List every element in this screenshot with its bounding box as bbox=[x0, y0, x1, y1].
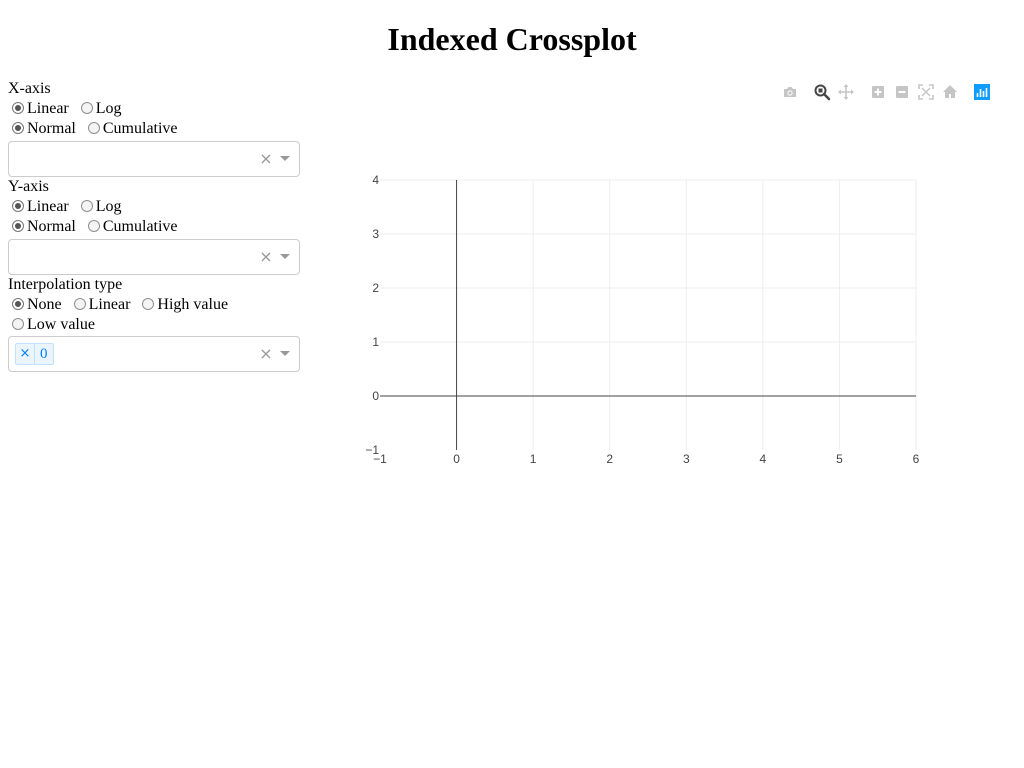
remove-tag-icon[interactable]: × bbox=[16, 344, 35, 364]
interpolation-linear-option[interactable]: Linear bbox=[70, 295, 131, 315]
x-axis-label: X-axis bbox=[8, 80, 51, 97]
radio-unchecked-icon[interactable] bbox=[142, 298, 155, 310]
radio-label: Linear bbox=[88, 296, 131, 313]
x-axis-mode-radio-group: Normal Cumulative bbox=[8, 119, 300, 139]
radio-label: Linear bbox=[27, 198, 69, 215]
autoscale-button[interactable] bbox=[916, 82, 936, 102]
clear-icon[interactable]: × bbox=[259, 247, 273, 266]
x-tick-label: 5 bbox=[836, 452, 843, 466]
y-tick-label: −1 bbox=[365, 443, 379, 457]
x-tick-label: 0 bbox=[453, 452, 460, 466]
radio-label: Normal bbox=[27, 218, 76, 235]
camera-icon bbox=[784, 87, 796, 97]
interpolation-radio-group-row2: Low value bbox=[8, 315, 300, 335]
x-axis-mode-normal-option[interactable]: Normal bbox=[8, 119, 76, 139]
radio-unchecked-icon[interactable] bbox=[12, 318, 24, 330]
y-axis-scale-log-option[interactable]: Log bbox=[77, 197, 122, 217]
x-tick-label: −1 bbox=[373, 452, 387, 466]
interpolation-index-multiselect[interactable]: × 0 × bbox=[8, 336, 300, 372]
radio-unchecked-icon[interactable] bbox=[80, 200, 93, 212]
radio-unchecked-icon[interactable] bbox=[73, 298, 86, 310]
y-tick-label: 3 bbox=[372, 227, 379, 241]
radio-label: None bbox=[27, 296, 62, 313]
interpolation-radio-group: None Linear High value bbox=[8, 295, 300, 315]
y-tick-label: 0 bbox=[372, 389, 379, 403]
radio-label: Normal bbox=[27, 120, 76, 137]
plotly-logo-icon bbox=[974, 84, 990, 100]
y-axis-label: Y-axis bbox=[8, 178, 49, 195]
radio-checked-icon[interactable] bbox=[12, 122, 24, 134]
chart-ticks: −1 0 1 2 3 4 5 6 −1 0 1 2 3 4 bbox=[365, 173, 919, 466]
pan-button[interactable] bbox=[836, 82, 856, 102]
x-axis-variable-dropdown[interactable]: × bbox=[8, 141, 300, 177]
chevron-down-icon[interactable] bbox=[280, 254, 290, 259]
pan-icon bbox=[838, 84, 854, 100]
radio-checked-icon[interactable] bbox=[12, 200, 24, 212]
controls-panel: X-axis Linear Log Normal Cumulative × Y-… bbox=[8, 79, 300, 372]
y-tick-label: 4 bbox=[372, 173, 379, 187]
radio-checked-icon[interactable] bbox=[12, 220, 24, 232]
plotly-logo-button[interactable] bbox=[972, 82, 992, 102]
interpolation-high-value-option[interactable]: High value bbox=[138, 295, 228, 315]
interpolation-type-label: Interpolation type bbox=[8, 276, 123, 293]
radio-label: Log bbox=[95, 100, 122, 117]
y-axis-mode-cumulative-option[interactable]: Cumulative bbox=[84, 217, 178, 237]
x-tick-label: 1 bbox=[530, 452, 537, 466]
autoscale-icon bbox=[918, 84, 934, 100]
zoom-button[interactable] bbox=[812, 82, 832, 102]
home-icon bbox=[943, 85, 957, 98]
radio-label: Cumulative bbox=[102, 218, 178, 235]
radio-label: Linear bbox=[27, 100, 69, 117]
y-axis-scale-radio-group: Linear Log bbox=[8, 197, 300, 217]
y-tick-label: 1 bbox=[372, 335, 379, 349]
chart-zerolines bbox=[380, 180, 916, 450]
y-axis-variable-dropdown[interactable]: × bbox=[8, 239, 300, 275]
x-axis-scale-linear-option[interactable]: Linear bbox=[8, 99, 69, 119]
page-title: Indexed Crossplot bbox=[387, 21, 637, 57]
radio-label: Log bbox=[95, 198, 122, 215]
reset-axes-button[interactable] bbox=[940, 82, 960, 102]
zoom-in-icon bbox=[872, 86, 884, 98]
radio-checked-icon[interactable] bbox=[12, 102, 24, 114]
camera-button[interactable] bbox=[780, 82, 800, 102]
chevron-down-icon[interactable] bbox=[280, 351, 290, 356]
y-tick-label: 2 bbox=[372, 281, 379, 295]
zoom-out-button[interactable] bbox=[892, 82, 912, 102]
radio-unchecked-icon[interactable] bbox=[80, 102, 93, 114]
radio-unchecked-icon[interactable] bbox=[87, 122, 100, 134]
radio-label: Low value bbox=[27, 316, 95, 333]
radio-label: Cumulative bbox=[102, 120, 178, 137]
radio-checked-icon[interactable] bbox=[12, 298, 24, 310]
clear-icon[interactable]: × bbox=[259, 344, 273, 363]
tag-label: 0 bbox=[40, 346, 48, 362]
y-axis-mode-radio-group: Normal Cumulative bbox=[8, 217, 300, 237]
interpolation-none-option[interactable]: None bbox=[8, 295, 62, 315]
x-tick-label: 6 bbox=[913, 452, 920, 466]
x-axis-scale-log-option[interactable]: Log bbox=[77, 99, 122, 119]
x-axis-mode-cumulative-option[interactable]: Cumulative bbox=[84, 119, 178, 139]
zoom-in-button[interactable] bbox=[868, 82, 888, 102]
x-tick-label: 2 bbox=[606, 452, 613, 466]
crossplot-chart[interactable]: −1 0 1 2 3 4 5 6 −1 0 1 2 3 4 bbox=[340, 160, 940, 480]
interpolation-low-value-option[interactable]: Low value bbox=[8, 315, 95, 335]
y-axis-scale-linear-option[interactable]: Linear bbox=[8, 197, 69, 217]
x-axis-scale-radio-group: Linear Log bbox=[8, 99, 300, 119]
y-axis-mode-normal-option[interactable]: Normal bbox=[8, 217, 76, 237]
radio-unchecked-icon[interactable] bbox=[87, 220, 100, 232]
zoom-out-icon bbox=[896, 86, 908, 98]
chevron-down-icon[interactable] bbox=[280, 156, 290, 161]
clear-icon[interactable]: × bbox=[259, 149, 273, 168]
x-tick-label: 4 bbox=[760, 452, 767, 466]
zoom-icon bbox=[814, 84, 831, 101]
x-tick-label: 3 bbox=[683, 452, 690, 466]
selected-value-tag: × 0 bbox=[15, 343, 54, 365]
chart-grid bbox=[380, 179, 917, 450]
radio-label: High value bbox=[157, 296, 229, 313]
